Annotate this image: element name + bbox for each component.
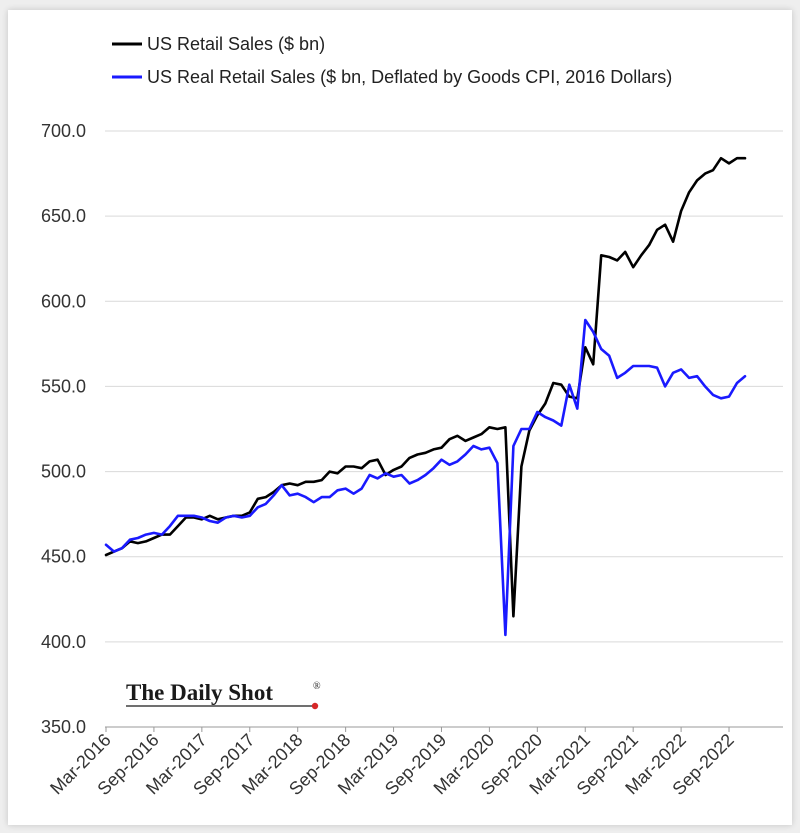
y-tick-label: 550.0: [41, 376, 86, 396]
logo-registered-mark: ®: [313, 681, 321, 692]
y-tick-label: 450.0: [41, 547, 86, 567]
y-tick-label: 600.0: [41, 291, 86, 311]
y-axis-ticks: 350.0 400.0 450.0 500.0 550.0 600.0 650.0 700.0: [41, 121, 86, 737]
y-tick-label: 400.0: [41, 632, 86, 652]
y-tick-label: 500.0: [41, 462, 86, 482]
logo-text: The Daily Shot: [126, 680, 273, 705]
line-chart: US Retail Sales ($ bn) US Real Retail Sa…: [41, 34, 783, 799]
legend-label-real-retail-sales: US Real Retail Sales ($ bn, Deflated by …: [147, 67, 672, 87]
x-axis-ticks: Mar-2016Sep-2016Mar-2017Sep-2017Mar-2018…: [46, 727, 738, 799]
logo-red-dot: [311, 702, 319, 710]
y-tick-label: 350.0: [41, 717, 86, 737]
daily-shot-logo: The Daily Shot ®: [126, 680, 321, 710]
legend: US Retail Sales ($ bn) US Real Retail Sa…: [112, 34, 672, 87]
chart-frame: US Retail Sales ($ bn) US Real Retail Sa…: [8, 10, 792, 825]
grid: [105, 130, 783, 728]
y-tick-label: 650.0: [41, 206, 86, 226]
series-layer: [104, 156, 747, 637]
legend-label-retail-sales: US Retail Sales ($ bn): [147, 34, 325, 54]
y-tick-label: 700.0: [41, 121, 86, 141]
series-line-retail-sales: [104, 156, 747, 618]
series-line-real-retail-sales: [104, 318, 747, 637]
